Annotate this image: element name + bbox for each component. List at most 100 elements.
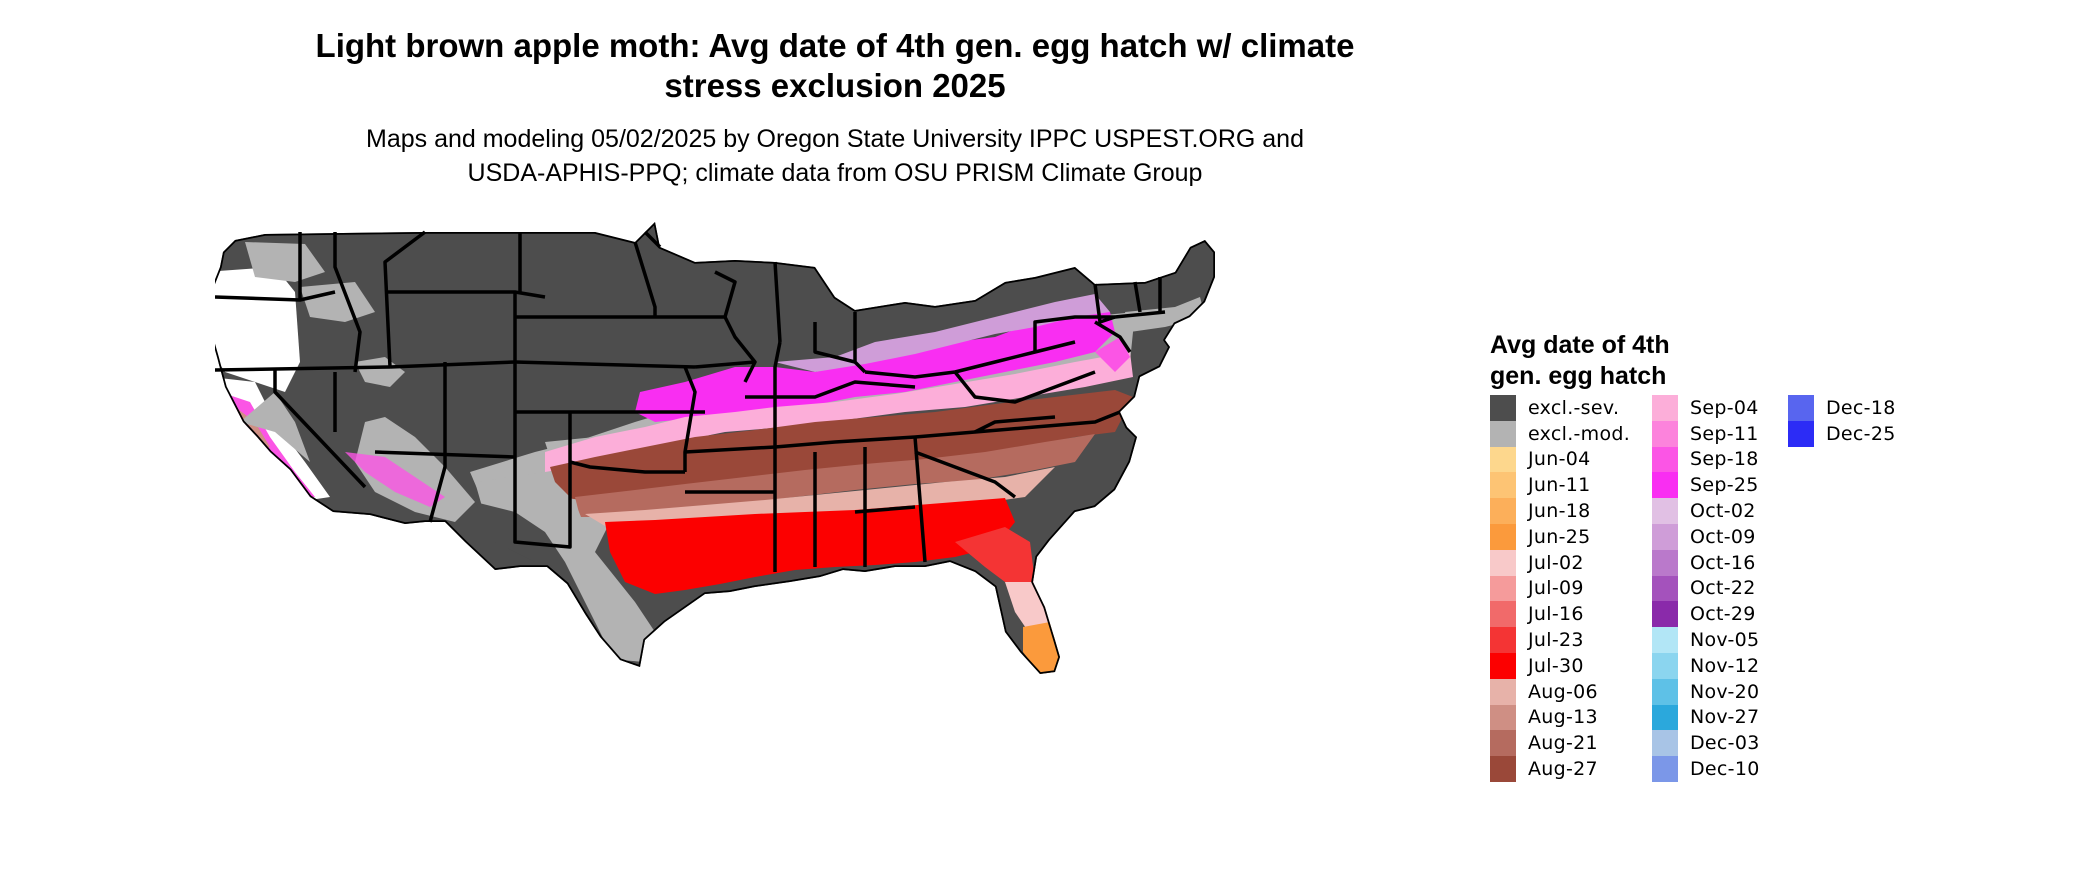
legend-label: Nov-12 xyxy=(1690,654,1760,677)
legend-column-3: Dec-18 Dec-25 xyxy=(1788,395,1896,447)
legend-swatch xyxy=(1652,498,1678,524)
legend-label: Aug-21 xyxy=(1528,732,1598,755)
legend-swatch xyxy=(1490,756,1516,782)
legend-item: Sep-11 xyxy=(1652,420,1760,447)
legend-swatch xyxy=(1652,549,1678,576)
legend-label: Oct-29 xyxy=(1690,603,1756,626)
legend-swatch xyxy=(1490,601,1516,628)
legend-label: excl.-sev. xyxy=(1528,396,1620,419)
legend-swatch xyxy=(1490,730,1516,757)
legend-label: excl.-mod. xyxy=(1528,422,1631,445)
region-band-magenta xyxy=(635,310,1115,422)
legend-label: Dec-18 xyxy=(1826,396,1896,419)
legend-item: Dec-03 xyxy=(1652,730,1760,757)
legend-swatch xyxy=(1652,730,1678,757)
region-gulf-red xyxy=(605,498,1015,594)
legend-label: Oct-16 xyxy=(1690,551,1756,574)
region-midatlantic-pink xyxy=(1095,337,1130,372)
legend-title: Avg date of 4th gen. egg hatch xyxy=(1490,330,1670,392)
legend-item: excl.-mod. xyxy=(1490,420,1631,447)
us-map xyxy=(215,222,1215,674)
legend-label: Jun-04 xyxy=(1528,448,1591,471)
legend-swatch xyxy=(1490,549,1516,576)
legend-label: Sep-11 xyxy=(1690,422,1759,445)
legend-swatch xyxy=(1652,756,1678,782)
legend-label: Oct-22 xyxy=(1690,577,1756,600)
legend-swatch xyxy=(1652,652,1678,679)
legend-label: Aug-13 xyxy=(1528,706,1598,729)
region-nv-mod xyxy=(355,357,405,387)
legend-swatch xyxy=(1490,678,1516,705)
legend-label: Jul-16 xyxy=(1528,603,1584,626)
legend-label: Jul-23 xyxy=(1528,629,1584,652)
legend-label: Sep-04 xyxy=(1690,396,1759,419)
legend-label: Nov-20 xyxy=(1690,680,1760,703)
legend-item: Dec-18 xyxy=(1788,395,1896,421)
legend-item: Jun-04 xyxy=(1490,446,1630,473)
legend-swatch xyxy=(1490,523,1516,550)
heatmap-regions xyxy=(215,222,1215,674)
legend-item: Jun-11 xyxy=(1490,472,1630,499)
region-band-lightpink xyxy=(545,352,1133,472)
legend-item: Aug-13 xyxy=(1490,704,1630,731)
legend-swatch xyxy=(1652,472,1678,499)
region-pnw-mod xyxy=(245,242,325,282)
legend-item: Nov-05 xyxy=(1652,627,1760,653)
legend-column-1: excl.-sev. excl.-mod. Jun-04 Jun-11 Jun-18 Ju… xyxy=(1490,395,1630,782)
region-az-pink xyxy=(345,452,445,507)
legend-swatch xyxy=(1490,627,1516,653)
legend-item: Jul-30 xyxy=(1490,652,1630,679)
legend-item: Sep-04 xyxy=(1652,395,1760,421)
legend-item: Jul-23 xyxy=(1490,627,1630,653)
region-ne-coast-mod xyxy=(1125,297,1205,332)
region-tx-south-sev xyxy=(475,502,620,660)
legend-item: Oct-29 xyxy=(1652,601,1760,628)
legend-swatch xyxy=(1652,395,1678,421)
legend-label: Jul-30 xyxy=(1528,654,1584,677)
legend-label: Aug-27 xyxy=(1528,758,1598,781)
legend-item: Nov-12 xyxy=(1652,652,1760,679)
legend-label: Dec-25 xyxy=(1826,422,1896,445)
region-idaho-mod xyxy=(300,282,375,322)
legend-item: Nov-27 xyxy=(1652,704,1760,731)
legend-label: Jun-11 xyxy=(1528,474,1591,497)
legend-item: Jul-09 xyxy=(1490,575,1630,602)
legend-label: Jun-25 xyxy=(1528,525,1591,548)
legend-item: Dec-25 xyxy=(1788,420,1896,447)
legend-item: Aug-27 xyxy=(1490,756,1630,782)
legend: Avg date of 4th gen. egg hatch excl.-sev… xyxy=(1490,330,1930,800)
legend-title-line-1: Avg date of 4th xyxy=(1490,331,1670,359)
legend-swatch xyxy=(1652,627,1678,653)
legend-label: Dec-10 xyxy=(1690,758,1760,781)
legend-item: Oct-02 xyxy=(1652,498,1760,524)
legend-swatch xyxy=(1652,678,1678,705)
legend-swatch xyxy=(1490,498,1516,524)
legend-item: Nov-20 xyxy=(1652,678,1760,705)
title-line-1: Light brown apple moth: Avg date of 4th … xyxy=(315,27,1355,64)
subtitle-line-2: USDA-APHIS-PPQ; climate data from OSU PR… xyxy=(467,159,1203,187)
legend-swatch xyxy=(1490,446,1516,473)
legend-label: Jun-18 xyxy=(1528,500,1591,523)
legend-column-2: Sep-04 Sep-11 Sep-18 Sep-25 Oct-02 Oct-09 Oct-… xyxy=(1652,395,1760,782)
subtitle-line-1: Maps and modeling 05/02/2025 by Oregon S… xyxy=(366,125,1304,153)
legend-label: Nov-05 xyxy=(1690,629,1760,652)
state-borders xyxy=(215,222,1215,674)
legend-swatch xyxy=(1652,704,1678,731)
legend-item: Aug-06 xyxy=(1490,678,1630,705)
region-band-brown-dark xyxy=(550,390,1133,502)
legend-item: Oct-16 xyxy=(1652,549,1760,576)
region-ca-valley xyxy=(240,392,310,462)
legend-item: Oct-22 xyxy=(1652,575,1760,602)
legend-swatch xyxy=(1490,395,1516,421)
legend-swatch xyxy=(1652,420,1678,447)
legend-label: Sep-18 xyxy=(1690,448,1759,471)
region-fl-orange xyxy=(1023,622,1060,674)
legend-swatch xyxy=(1490,704,1516,731)
legend-swatch xyxy=(1652,575,1678,602)
legend-item: Jul-16 xyxy=(1490,601,1630,628)
legend-item: Oct-09 xyxy=(1652,523,1760,550)
legend-item: Aug-21 xyxy=(1490,730,1630,757)
legend-swatch xyxy=(1788,395,1814,421)
legend-item: Jul-02 xyxy=(1490,549,1630,576)
legend-title-line-2: gen. egg hatch xyxy=(1490,362,1667,390)
